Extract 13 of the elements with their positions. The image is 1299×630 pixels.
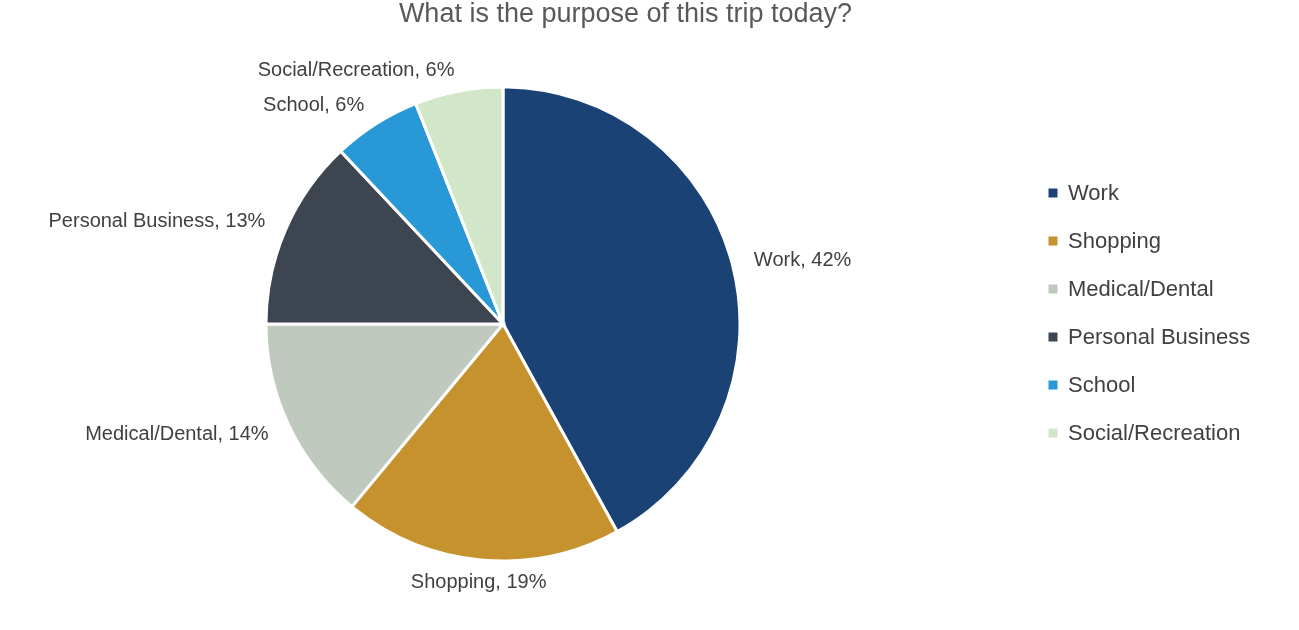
- data-label: Work, 42%: [753, 247, 852, 270]
- chart-title: What is the purpose of this trip today?: [398, 0, 853, 28]
- legend-label: Shopping: [1068, 228, 1161, 253]
- data-label: Shopping, 19%: [410, 569, 547, 592]
- data-label: Social/Recreation, 6%: [257, 57, 455, 80]
- legend-label: Medical/Dental: [1068, 276, 1214, 301]
- data-label: Personal Business, 13%: [48, 209, 266, 232]
- legend-label: Personal Business: [1068, 324, 1251, 349]
- legend-label: Work: [1068, 180, 1120, 205]
- data-label: School, 6%: [263, 93, 365, 116]
- legend-label: School: [1068, 372, 1136, 397]
- data-label: Medical/Dental, 14%: [85, 422, 269, 445]
- legend-label: Social/Recreation: [1068, 420, 1241, 445]
